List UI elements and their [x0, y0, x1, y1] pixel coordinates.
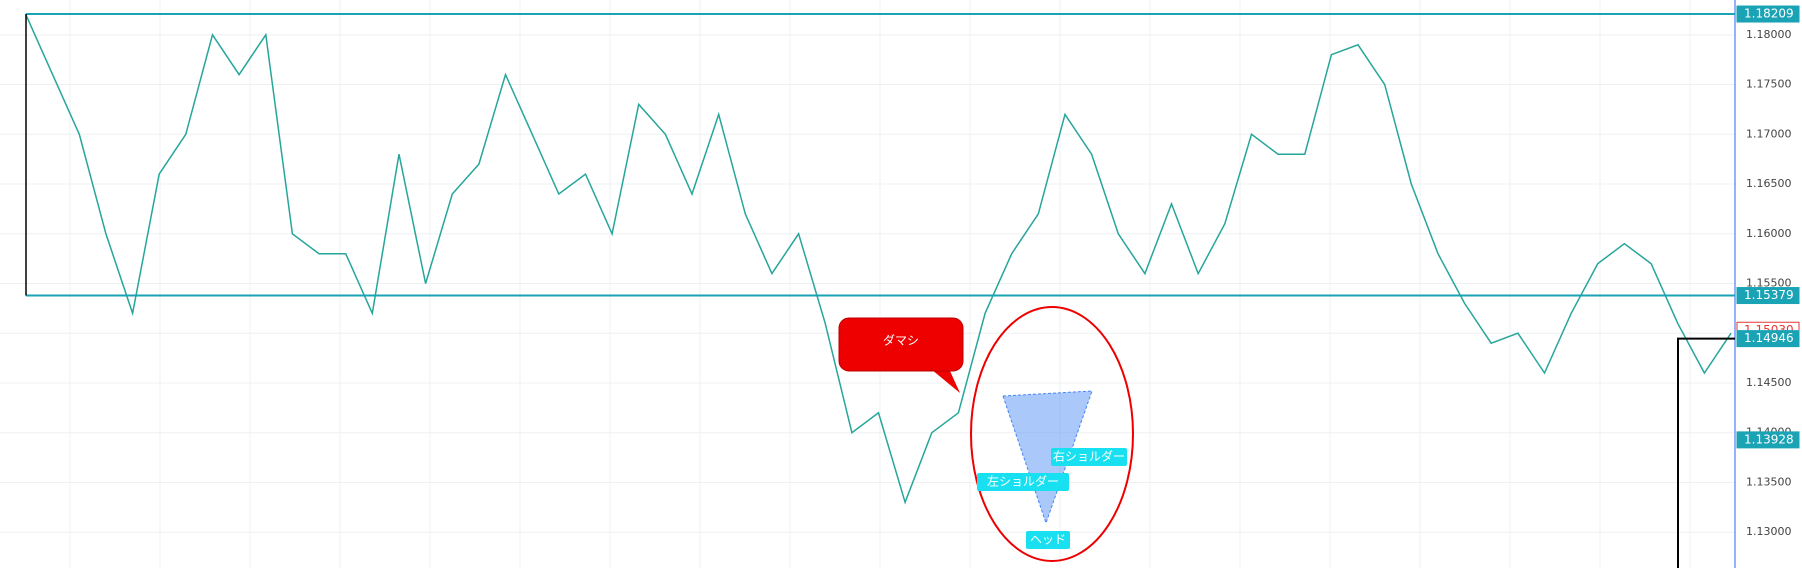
price-tag-label: 1.13928 [1744, 432, 1794, 446]
price-tag-label: 1.14946 [1744, 331, 1794, 345]
pattern-label-bg [1051, 448, 1127, 466]
price-tag [1736, 431, 1800, 449]
y-tick-label: 1.13500 [1746, 475, 1792, 488]
pattern-label: 右ショルダー [1053, 449, 1125, 464]
pattern-label: 左ショルダー [987, 474, 1059, 489]
pattern-label-bg [1026, 531, 1070, 549]
pattern-label: ヘッド [1030, 533, 1066, 547]
y-tick-label: 1.13000 [1746, 525, 1792, 538]
y-tick-label: 1.16000 [1746, 227, 1792, 240]
y-tick-label: 1.18000 [1746, 28, 1792, 41]
callout-text: ダマシ [883, 333, 919, 348]
y-tick-label: 1.17500 [1746, 78, 1792, 91]
y-tick-label: 1.16500 [1746, 177, 1792, 190]
price-line [25, 14, 1732, 505]
price-tag [1736, 330, 1800, 348]
y-tick-label: 1.17000 [1746, 127, 1792, 140]
callout [838, 317, 964, 372]
y-tick-label: 1.14500 [1746, 376, 1792, 389]
price-tag [1736, 287, 1800, 305]
highlight-ellipse [970, 306, 1134, 562]
price-tag [1736, 5, 1800, 23]
y-tick-label: 1.15500 [1746, 277, 1792, 290]
pattern-triangle [1002, 390, 1093, 525]
price-tag-label: 1.18209 [1744, 7, 1794, 21]
target-box [1677, 337, 1735, 568]
pattern-label-bg [977, 473, 1069, 491]
price-tag-label: 1.15379 [1744, 288, 1794, 302]
